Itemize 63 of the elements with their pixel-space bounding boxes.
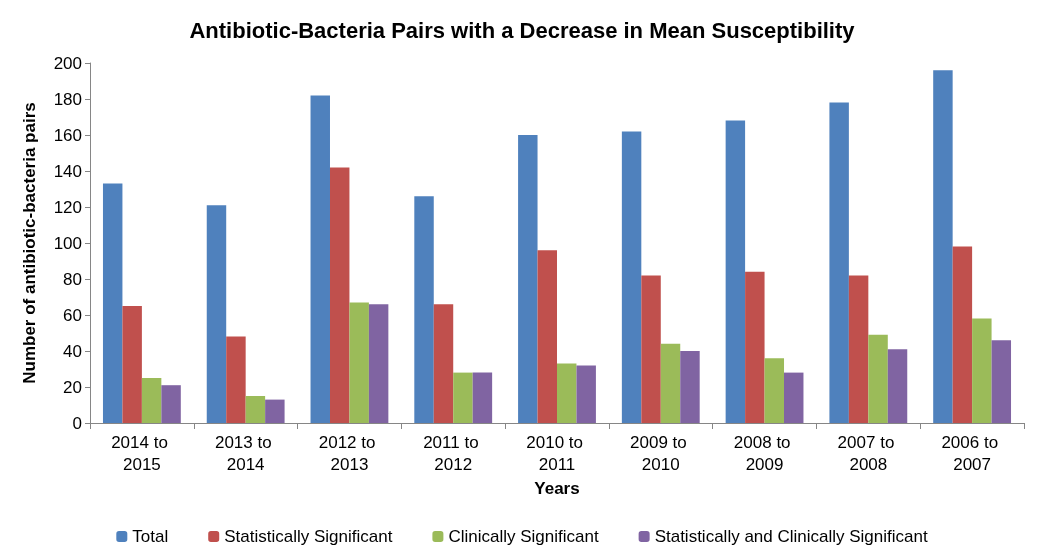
bar bbox=[102, 183, 123, 423]
bar bbox=[829, 102, 849, 423]
y-tick-label: 160 bbox=[53, 125, 82, 145]
x-tick-label: 2011 to 2012 bbox=[423, 432, 484, 474]
bar bbox=[972, 318, 992, 423]
legend-label: Clinically Significant bbox=[448, 527, 599, 546]
bar bbox=[349, 302, 369, 423]
bar bbox=[680, 351, 700, 423]
y-tick-label: 0 bbox=[72, 413, 82, 433]
bar bbox=[310, 95, 330, 423]
bar bbox=[764, 358, 785, 423]
bar bbox=[141, 378, 162, 423]
bar bbox=[414, 196, 434, 423]
bar bbox=[991, 340, 1012, 423]
bar bbox=[161, 385, 181, 423]
bar bbox=[265, 399, 285, 423]
x-tick-label: 2012 to 2013 bbox=[318, 432, 381, 474]
bar bbox=[868, 334, 888, 423]
bar bbox=[576, 365, 596, 423]
x-tick-label: 2010 to 2011 bbox=[526, 432, 588, 474]
y-tick-label: 20 bbox=[63, 377, 82, 397]
legend-label: Statistically and Clinically Significant bbox=[654, 527, 928, 546]
bar bbox=[537, 250, 557, 423]
bar bbox=[472, 372, 493, 423]
bar bbox=[660, 343, 681, 423]
bar bbox=[329, 167, 350, 423]
bar bbox=[122, 306, 142, 423]
bar bbox=[848, 275, 869, 423]
bar bbox=[784, 372, 804, 423]
legend-label: Total bbox=[132, 527, 169, 546]
y-tick-label: 200 bbox=[53, 53, 82, 73]
bar bbox=[453, 372, 473, 423]
y-tick-label: 40 bbox=[63, 341, 82, 361]
bar bbox=[621, 131, 642, 423]
y-tick-label: 60 bbox=[63, 305, 82, 325]
y-tick-label: 120 bbox=[53, 197, 82, 217]
x-tick-label: 2008 to 2009 bbox=[733, 432, 796, 474]
y-tick-label: 180 bbox=[53, 89, 82, 109]
bar bbox=[725, 120, 746, 423]
y-tick-label: 140 bbox=[53, 161, 82, 181]
x-tick-label: 2009 to 2010 bbox=[630, 432, 692, 474]
x-tick-label: 2013 to 2014 bbox=[214, 432, 277, 474]
chart-title: Antibiotic-Bacteria Pairs with a Decrease in Mean Susceptibility bbox=[189, 17, 856, 43]
bar bbox=[245, 396, 266, 423]
bar bbox=[745, 271, 765, 423]
bar bbox=[433, 304, 454, 423]
x-tick-label: 2007 to 2008 bbox=[837, 432, 900, 474]
bar bbox=[518, 135, 538, 423]
bar bbox=[226, 336, 246, 423]
bar bbox=[641, 275, 661, 423]
x-tick-label: 2014 to 2015 bbox=[111, 432, 173, 474]
x-axis-title: Years bbox=[534, 478, 580, 498]
bar bbox=[368, 304, 389, 423]
bar bbox=[887, 349, 908, 423]
bar bbox=[952, 246, 973, 423]
x-tick-label: 2006 to 2007 bbox=[941, 432, 1003, 474]
y-tick-label: 100 bbox=[53, 233, 82, 253]
y-axis-title: Number of antibiotic-bacteria pairs bbox=[20, 102, 39, 384]
legend-label: Statistically Significant bbox=[224, 527, 393, 546]
bar bbox=[933, 70, 953, 423]
y-tick-label: 80 bbox=[63, 269, 82, 289]
bar bbox=[557, 363, 577, 423]
bar bbox=[206, 205, 227, 423]
